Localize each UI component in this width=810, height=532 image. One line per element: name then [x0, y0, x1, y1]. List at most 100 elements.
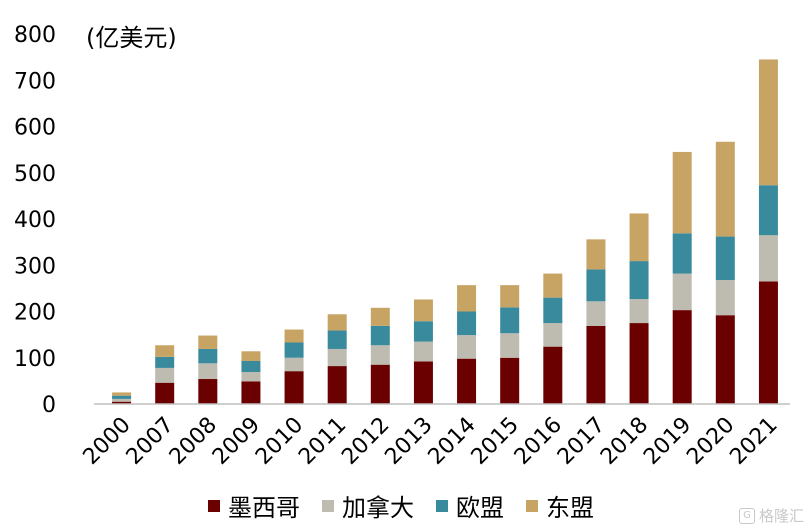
legend-item-asean: 东盟 — [526, 488, 594, 523]
x-tick-label: 2011 — [294, 413, 351, 470]
bar-segment — [672, 151, 692, 234]
bar-segment — [629, 213, 649, 262]
watermark-text: 格隆汇 — [758, 507, 804, 525]
y-tick-label: 100 — [14, 347, 56, 372]
bar-segment — [241, 360, 261, 373]
x-tick-label: 2020 — [682, 413, 739, 470]
legend: 墨西哥 加拿大 欧盟 东盟 — [208, 488, 616, 523]
bar-segment — [155, 367, 175, 383]
bar-segment — [284, 342, 304, 358]
bar-segment — [672, 310, 692, 404]
bar-segment — [543, 323, 563, 347]
bar-segment — [672, 233, 692, 274]
legend-label: 东盟 — [546, 494, 594, 522]
watermark: G 格隆汇 — [738, 505, 804, 526]
bar-segment — [198, 348, 218, 364]
bar-segment — [327, 366, 347, 404]
bar-segment — [241, 372, 261, 382]
bar-segment — [715, 280, 735, 316]
legend-label: 加拿大 — [342, 494, 414, 522]
bar-segment — [715, 141, 735, 237]
bar-segment — [629, 299, 649, 324]
bar-segment — [672, 273, 692, 311]
bar-segment — [112, 401, 132, 404]
y-tick-label: 200 — [14, 301, 56, 326]
bar-segment — [758, 185, 778, 236]
bar-segment — [241, 381, 261, 404]
bar-segment — [413, 321, 433, 342]
x-tick-label: 2008 — [165, 413, 222, 470]
bar-segment — [198, 335, 218, 349]
bar-segment — [543, 346, 563, 404]
bar-segment — [370, 345, 390, 365]
x-tick-label: 2009 — [208, 413, 265, 470]
y-tick-label: 400 — [14, 208, 56, 233]
bar-segment — [543, 273, 563, 298]
bar-segment — [155, 345, 175, 357]
bar-segment — [586, 239, 606, 270]
bar-segment — [543, 297, 563, 324]
bar-segment — [370, 364, 390, 404]
legend-item-mexico: 墨西哥 — [208, 488, 300, 523]
watermark-logo-icon: G — [738, 507, 755, 524]
y-tick-label: 800 — [14, 23, 56, 48]
x-tick-label: 2018 — [596, 413, 653, 470]
x-tick-label: 2010 — [251, 413, 308, 470]
x-tick-label: 2013 — [380, 413, 437, 470]
y-tick-label: 500 — [14, 162, 56, 187]
bar-segment — [629, 323, 649, 404]
bar-segment — [327, 330, 347, 349]
legend-label: 墨西哥 — [228, 494, 300, 522]
unit-label: (亿美元) — [86, 24, 177, 52]
bar-segment — [500, 357, 520, 404]
bar-segment — [198, 363, 218, 380]
bars — [112, 59, 778, 404]
bar-segment — [586, 269, 606, 302]
bar-segment — [112, 398, 132, 402]
bar-segment — [715, 236, 735, 281]
x-tick-label: 2007 — [122, 413, 179, 470]
bar-segment — [284, 371, 304, 404]
bar-segment — [500, 333, 520, 358]
x-tick-label: 2015 — [467, 413, 524, 470]
bar-segment — [457, 335, 477, 359]
x-tick-label: 2017 — [553, 413, 610, 470]
bar-segment — [413, 299, 433, 322]
x-axis: 2000200720082009201020112012201320142015… — [79, 413, 783, 470]
bar-segment — [327, 314, 347, 331]
bar-segment — [112, 392, 132, 396]
y-tick-label: 0 — [42, 393, 56, 418]
bar-segment — [284, 329, 304, 343]
bar-segment — [629, 261, 649, 300]
legend-item-eu: 欧盟 — [436, 488, 504, 523]
x-tick-label: 2016 — [510, 413, 567, 470]
legend-item-canada: 加拿大 — [322, 488, 414, 523]
legend-label: 欧盟 — [456, 494, 504, 522]
bar-segment — [241, 351, 261, 361]
x-tick-label: 2014 — [424, 413, 481, 470]
legend-swatch — [208, 499, 220, 512]
x-tick-label: 2012 — [337, 413, 394, 470]
legend-swatch — [322, 499, 334, 512]
bar-segment — [457, 311, 477, 336]
bar-segment — [370, 307, 390, 326]
bar-segment — [155, 356, 175, 368]
bar-segment — [198, 379, 218, 404]
y-tick-label: 300 — [14, 254, 56, 279]
bar-segment — [500, 285, 520, 308]
y-tick-label: 700 — [14, 69, 56, 94]
bar-segment — [758, 281, 778, 404]
bar-segment — [155, 382, 175, 404]
legend-swatch — [436, 499, 448, 512]
bar-segment — [112, 395, 132, 399]
bar-segment — [327, 348, 347, 367]
y-axis: 0 100 200 300 400 500 600 700 800 — [14, 23, 56, 418]
y-tick-label: 600 — [14, 116, 56, 141]
x-tick-label: 2021 — [725, 413, 782, 470]
bar-segment — [413, 341, 433, 362]
bar-segment — [758, 59, 778, 186]
bar-segment — [413, 361, 433, 404]
legend-swatch — [526, 499, 538, 512]
bar-segment — [586, 301, 606, 326]
